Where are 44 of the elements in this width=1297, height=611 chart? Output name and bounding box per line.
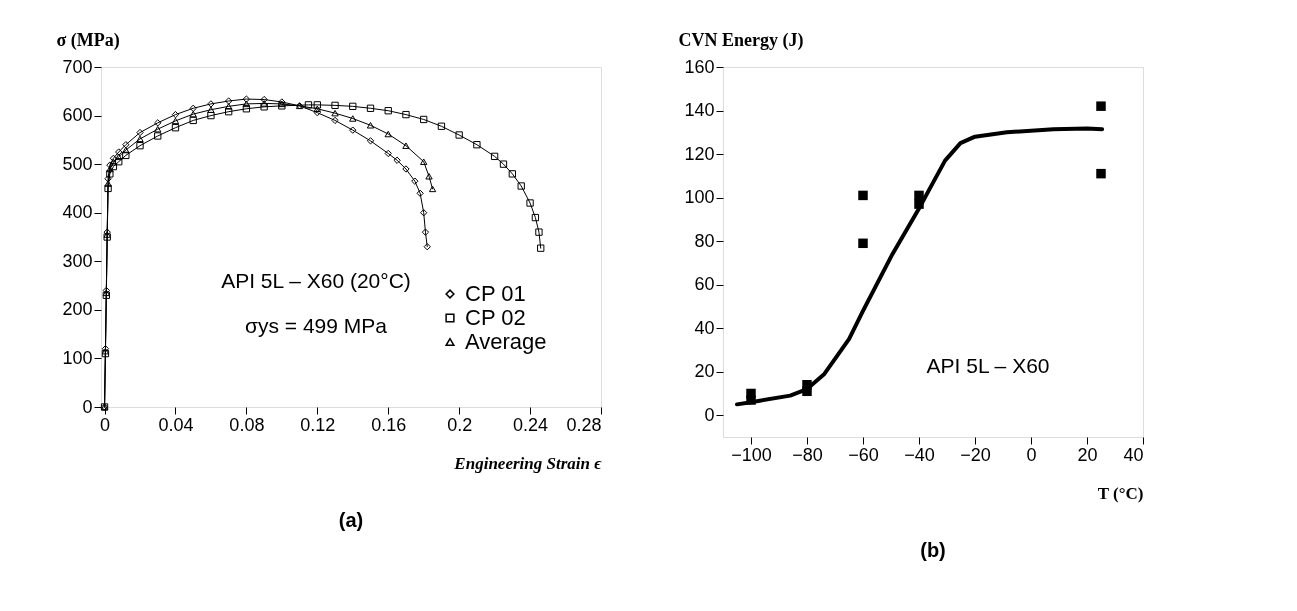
y-tick-label: 140 [684, 100, 715, 121]
text: (b) [920, 539, 946, 561]
x-tick-label: 0.24 [513, 414, 549, 435]
y-tick-label: 200 [62, 299, 93, 320]
y-tick-label: 120 [684, 143, 715, 164]
annotation: σys = 499 MPa [245, 314, 388, 337]
y-tick-label: 60 [694, 274, 715, 295]
y-tick-label: 80 [694, 230, 715, 251]
text: (a) [338, 509, 364, 531]
y-tick-label: 600 [62, 105, 93, 126]
x-tick-label: −100 [731, 444, 772, 465]
x-tick-label: −20 [960, 444, 991, 465]
y-tick-label: 0 [82, 396, 93, 417]
y-tick-label: 40 [694, 317, 715, 338]
x-axis-title: T (°C) [1097, 483, 1144, 503]
x-tick-label: 0 [1026, 444, 1037, 465]
x-tick-label: −40 [904, 444, 935, 465]
legend-label: Average [465, 329, 547, 354]
y-tick-label: 20 [694, 361, 715, 382]
x-tick-label: 0.2 [447, 414, 473, 435]
y-tick-label: 400 [62, 202, 93, 223]
y-tick-label: 160 [684, 56, 715, 77]
y-tick-label: 300 [62, 250, 93, 271]
legend-label: CP 02 [465, 305, 526, 330]
y-axis-title: σ (MPa) [56, 29, 120, 51]
x-tick-label: 0.16 [371, 414, 407, 435]
annotation: API 5L – X60 [926, 354, 1050, 377]
x-tick-label: −60 [848, 444, 879, 465]
x-tick-label: 0.08 [229, 414, 265, 435]
x-tick-label: 0.28 [566, 414, 602, 435]
annotation: API 5L – X60 (20°C) [221, 269, 411, 292]
y-tick-label: 700 [62, 56, 93, 77]
legend-label: CP 01 [465, 281, 526, 306]
x-tick-label: 0 [100, 414, 111, 435]
x-tick-label: 0.12 [300, 414, 336, 435]
x-tick-label: 40 [1123, 444, 1144, 465]
y-tick-label: 100 [684, 187, 715, 208]
y-tick-label: 500 [62, 153, 93, 174]
y-axis-title: CVN Energy (J) [678, 29, 804, 51]
x-axis-title: Engineering Strain ϵ [453, 453, 603, 473]
x-tick-label: 0.04 [158, 414, 194, 435]
x-tick-label: −80 [792, 444, 823, 465]
y-tick-label: 100 [62, 347, 93, 368]
x-tick-label: 20 [1077, 444, 1098, 465]
